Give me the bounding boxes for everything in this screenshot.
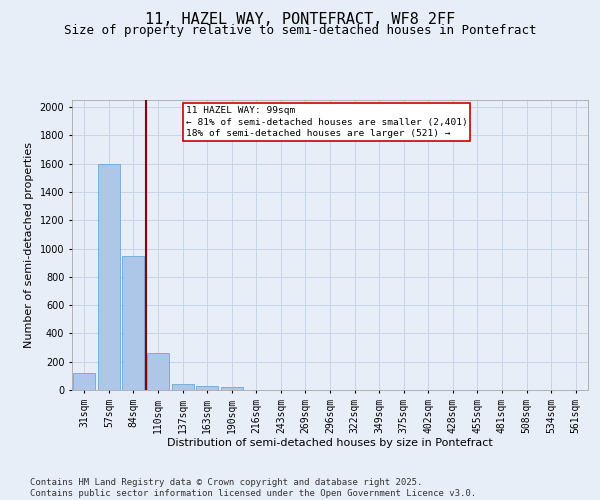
Y-axis label: Number of semi-detached properties: Number of semi-detached properties	[24, 142, 34, 348]
Bar	[196, 386, 218, 390]
Text: 11 HAZEL WAY: 99sqm
← 81% of semi-detached houses are smaller (2,401)
18% of sem: 11 HAZEL WAY: 99sqm ← 81% of semi-detach…	[185, 106, 467, 138]
Text: Contains HM Land Registry data © Crown copyright and database right 2025.
Contai: Contains HM Land Registry data © Crown c…	[30, 478, 476, 498]
Bar	[147, 353, 169, 390]
Text: Size of property relative to semi-detached houses in Pontefract: Size of property relative to semi-detach…	[64, 24, 536, 37]
Bar	[122, 256, 145, 390]
Bar	[221, 387, 243, 390]
Text: 11, HAZEL WAY, PONTEFRACT, WF8 2FF: 11, HAZEL WAY, PONTEFRACT, WF8 2FF	[145, 12, 455, 28]
Bar	[98, 164, 120, 390]
Bar	[172, 384, 194, 390]
Bar	[73, 373, 95, 390]
X-axis label: Distribution of semi-detached houses by size in Pontefract: Distribution of semi-detached houses by …	[167, 438, 493, 448]
